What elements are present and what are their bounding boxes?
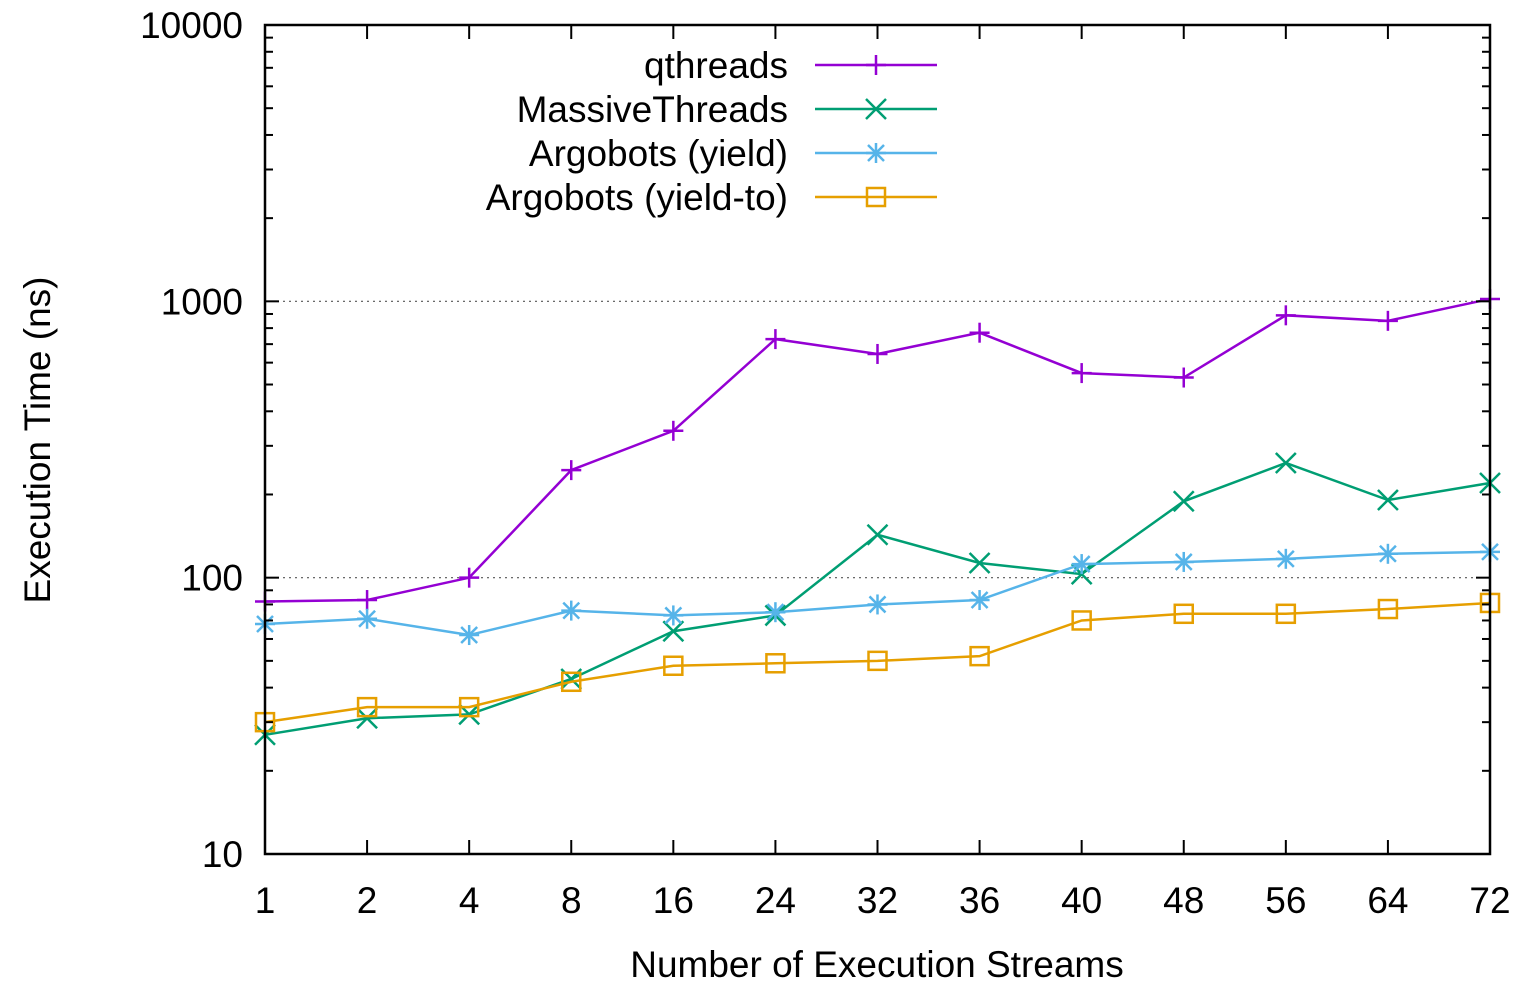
x-tick-label: 4 [459, 880, 480, 921]
data-point-plus [969, 322, 990, 343]
plot-frame [263, 23, 1492, 856]
data-point-square [458, 696, 480, 718]
y-tick-label: 1000 [161, 281, 243, 322]
data-point-square [865, 186, 887, 208]
data-point-star [357, 608, 378, 629]
data-point-plus [663, 420, 684, 441]
series-3 [254, 592, 1501, 733]
data-point-star [459, 625, 480, 646]
data-point-square [1275, 603, 1297, 625]
y-tick-label: 100 [181, 558, 243, 599]
data-point-plus [1275, 305, 1296, 326]
data-point-cross [662, 620, 685, 643]
data-point-star [1377, 543, 1398, 564]
series-0 [255, 288, 1500, 612]
legend-item: Argobots (yield-to) [486, 177, 937, 218]
data-point-square [867, 650, 888, 672]
data-point-star [1173, 551, 1194, 572]
legend-label: MassiveThreads [517, 89, 788, 130]
x-axis-label: Number of Execution Streams [630, 944, 1124, 982]
x-tick-label: 2 [357, 880, 378, 921]
data-point-square [969, 645, 990, 667]
series-line [264, 550, 1491, 637]
legend-label: qthreads [644, 45, 788, 86]
x-tick-label: 32 [857, 880, 898, 921]
x-tick-label: 8 [561, 880, 582, 921]
data-point-star [1275, 548, 1296, 569]
data-point-square [356, 696, 378, 718]
series-2 [255, 541, 1500, 646]
data-point-cross [1274, 452, 1297, 474]
data-point-plus [357, 590, 378, 611]
data-point-plus [561, 460, 582, 481]
y-tick-label: 10000 [140, 5, 243, 46]
data-point-square [561, 671, 582, 693]
data-point-cross [866, 523, 889, 546]
data-point-plus [765, 329, 786, 350]
legend-item: Argobots (yield) [529, 133, 937, 174]
data-point-star [1071, 554, 1092, 575]
y-axis-label: Execution Time (ns) [17, 277, 58, 604]
data-point-star [969, 590, 990, 611]
x-tick-label: 40 [1061, 880, 1102, 921]
x-tick-label: 56 [1265, 880, 1306, 921]
data-point-star [867, 594, 888, 615]
x-tick-label: 72 [1469, 880, 1510, 921]
y-tick-label: 10 [202, 834, 243, 875]
legend-label: Argobots (yield) [529, 133, 788, 174]
axis-ticks [264, 25, 1491, 855]
data-point-plus [1377, 310, 1398, 331]
legend-label: Argobots (yield-to) [486, 177, 788, 218]
x-tick-label: 64 [1367, 880, 1408, 921]
data-point-plus [867, 343, 888, 364]
y-tick-labels: 10 100 1000 10000 [140, 5, 243, 875]
data-point-star [561, 600, 582, 621]
x-tick-label: 16 [653, 880, 694, 921]
legend-item: MassiveThreads [517, 89, 937, 130]
data-point-cross [865, 98, 887, 120]
data-point-cross [1172, 490, 1195, 513]
data-point-plus [459, 567, 480, 588]
x-tick-label: 24 [755, 880, 796, 921]
x-tick-labels: 1 2 4 8 16 24 32 36 40 48 56 64 72 [255, 880, 1511, 921]
data-point-square [1071, 610, 1092, 631]
data-point-cross [1377, 489, 1399, 511]
data-point-plus [1173, 367, 1194, 388]
data-point-square [663, 655, 684, 677]
data-point-plus [1071, 363, 1092, 384]
data-point-square [1377, 598, 1399, 620]
data-point-cross [356, 707, 378, 730]
data-point-cross [968, 552, 991, 574]
series-layer [254, 288, 1501, 746]
series-line [264, 601, 1491, 724]
x-tick-label: 36 [959, 880, 1000, 921]
data-point-star [765, 602, 786, 623]
data-point-square [1173, 603, 1194, 625]
x-tick-label: 1 [255, 880, 276, 921]
legend-item: qthreads [644, 45, 937, 86]
data-point-plus [866, 55, 886, 75]
data-point-star [866, 143, 886, 163]
data-point-square [765, 653, 786, 674]
data-point-star [663, 605, 684, 626]
x-tick-label: 48 [1163, 880, 1204, 921]
